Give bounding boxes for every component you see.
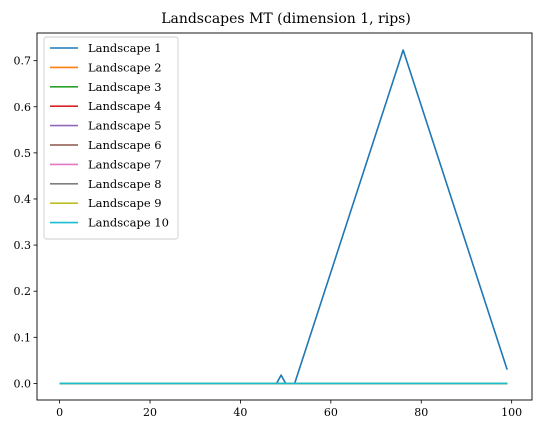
series-layer <box>59 49 508 385</box>
x-tick-label: 60 <box>324 406 338 419</box>
legend: Landscape 1 Landscape 2 Landscape 3 Landsca… <box>43 36 179 240</box>
x-tick-label: 40 <box>233 406 247 419</box>
legend-label: Landscape 2 <box>88 60 162 74</box>
x-tick-label: 100 <box>501 406 522 419</box>
x-axis: 0 20 40 60 80 100 <box>56 400 522 419</box>
legend-label: Landscape 6 <box>88 138 162 152</box>
legend-label: Landscape 5 <box>88 119 162 133</box>
legend-label: Landscape 7 <box>88 157 162 171</box>
axes-frame <box>36 32 533 401</box>
y-tick-label: 0.4 <box>14 193 32 206</box>
legend-label: Landscape 4 <box>88 99 162 113</box>
y-axis: 0.0 0.1 0.2 0.3 0.4 0.5 0.6 0.7 <box>14 55 37 390</box>
y-tick-label: 0.6 <box>14 101 32 114</box>
legend-label: Landscape 10 <box>88 216 169 230</box>
y-tick-label: 0.1 <box>14 331 32 344</box>
plot-area: 0 20 40 60 80 100 0.0 0.1 0.2 0.3 0.4 0.5 0.6 0.7 <box>14 32 533 419</box>
legend-label: Landscape 9 <box>88 196 162 210</box>
x-tick-label: 80 <box>414 406 428 419</box>
y-tick-label: 0.7 <box>14 55 32 68</box>
x-tick-label: 20 <box>143 406 157 419</box>
legend-label: Landscape 3 <box>88 80 162 94</box>
y-tick-label: 0.5 <box>14 147 32 160</box>
y-tick-label: 0.2 <box>14 285 32 298</box>
y-tick-label: 0.3 <box>14 239 32 252</box>
y-tick-label: 0.0 <box>14 377 32 390</box>
x-tick-label: 0 <box>56 406 63 419</box>
chart-title: Landscapes MT (dimension 1, rips) <box>161 11 411 27</box>
legend-label: Landscape 8 <box>88 177 162 191</box>
legend-label: Landscape 1 <box>88 41 162 55</box>
